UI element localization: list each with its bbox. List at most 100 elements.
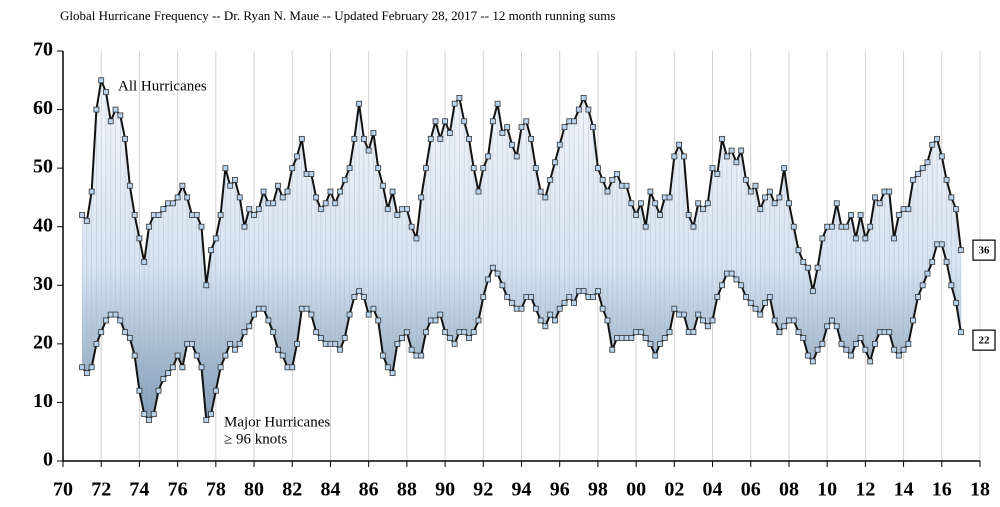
point <box>418 352 425 359</box>
point <box>442 118 448 125</box>
point <box>709 317 716 324</box>
point <box>604 317 611 324</box>
point <box>504 294 511 300</box>
point <box>786 317 792 324</box>
point <box>910 317 917 324</box>
point <box>485 276 491 283</box>
point <box>614 171 620 177</box>
point <box>341 176 348 183</box>
y-tick-label: 20 <box>33 331 53 353</box>
point <box>809 358 816 365</box>
point <box>690 223 697 230</box>
y-tick-label: 30 <box>33 273 53 295</box>
x-tick-label: 84 <box>320 479 340 501</box>
point <box>232 346 238 353</box>
point <box>766 188 773 195</box>
point <box>346 165 353 172</box>
point <box>107 311 114 318</box>
point <box>112 311 119 318</box>
point <box>604 188 611 195</box>
point <box>432 317 439 324</box>
point <box>733 276 740 283</box>
point <box>556 305 563 312</box>
point <box>150 411 157 418</box>
x-tick-label: 92 <box>473 479 493 501</box>
point <box>375 165 382 172</box>
y-tick-label: 0 <box>43 449 53 471</box>
point <box>107 118 114 125</box>
point <box>504 124 511 131</box>
point <box>938 241 945 248</box>
point <box>103 317 109 324</box>
x-tick-label: 86 <box>359 479 379 501</box>
point <box>466 135 472 142</box>
point <box>122 329 128 336</box>
point <box>322 200 329 207</box>
point <box>642 335 649 341</box>
point <box>719 282 725 289</box>
point <box>384 206 391 213</box>
point <box>929 141 936 148</box>
point <box>236 340 243 347</box>
point <box>915 294 921 300</box>
point <box>198 364 205 371</box>
point <box>829 317 835 324</box>
point <box>891 235 897 242</box>
point <box>561 124 568 131</box>
point <box>695 200 702 207</box>
point <box>160 376 167 382</box>
point <box>862 235 869 242</box>
point <box>685 329 692 336</box>
point <box>475 317 482 324</box>
point <box>499 282 506 289</box>
point <box>184 340 191 347</box>
point <box>900 346 907 353</box>
point <box>112 106 119 113</box>
point <box>418 194 425 201</box>
point <box>867 358 874 365</box>
point <box>208 411 214 418</box>
point <box>599 305 606 312</box>
point <box>671 153 678 160</box>
point <box>824 323 831 330</box>
point <box>313 329 320 336</box>
point <box>174 352 181 359</box>
point <box>351 135 358 142</box>
point <box>189 340 195 347</box>
point <box>217 364 224 371</box>
point <box>595 288 601 295</box>
point <box>723 153 730 160</box>
point <box>255 305 262 312</box>
point <box>652 352 659 359</box>
point <box>934 241 940 248</box>
point <box>298 305 305 312</box>
point <box>93 106 100 113</box>
point <box>499 130 506 136</box>
point <box>666 329 673 336</box>
point <box>241 223 248 230</box>
point <box>308 171 315 177</box>
point <box>189 212 195 218</box>
point <box>494 270 501 277</box>
point <box>408 223 415 230</box>
point <box>542 194 549 201</box>
point <box>571 118 577 125</box>
point <box>561 299 568 306</box>
point <box>628 200 635 207</box>
chart-title: Global Hurricane Frequency -- Dr. Ryan N… <box>60 8 615 23</box>
x-tick-label: 90 <box>435 479 455 501</box>
point <box>957 247 964 254</box>
point <box>427 135 434 142</box>
point <box>294 153 300 160</box>
annotation: Major Hurricanes <box>224 414 330 430</box>
point <box>790 223 797 230</box>
point <box>480 165 487 172</box>
point <box>131 212 138 218</box>
point <box>136 235 143 242</box>
point <box>265 200 272 207</box>
point <box>814 346 821 353</box>
point <box>647 188 654 195</box>
point <box>833 323 840 330</box>
point <box>303 171 310 177</box>
annotation: All Hurricanes <box>118 78 207 94</box>
